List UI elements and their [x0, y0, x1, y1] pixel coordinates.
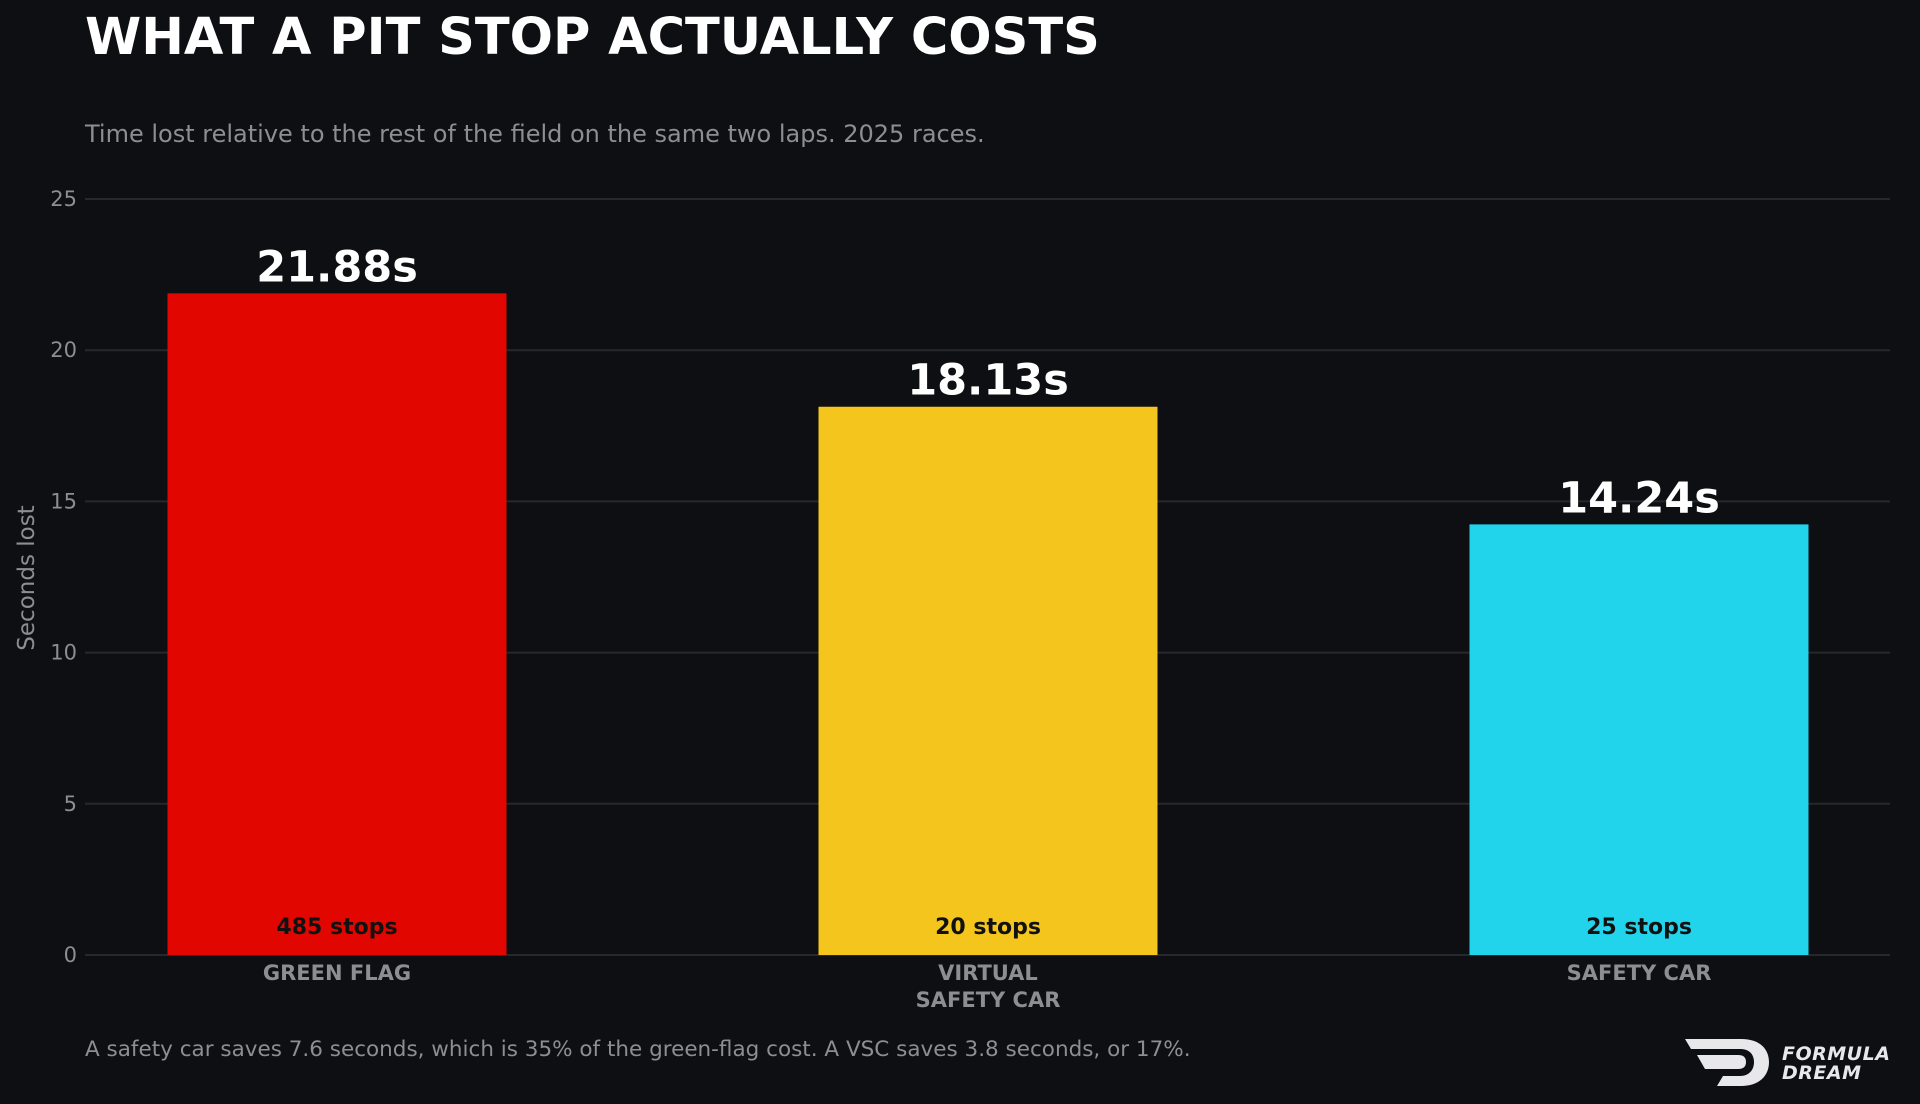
y-tick-label: 10 — [50, 641, 77, 665]
x-axis-ticks: GREEN FLAG VIRTUAL SAFETY CAR SAFETY CAR — [263, 961, 1711, 1012]
logo-line-1: FORMULA — [1782, 1043, 1891, 1065]
bar — [167, 293, 507, 956]
bar-count-label: 20 stops — [935, 915, 1041, 940]
bar-value-label: 14.24s — [1558, 473, 1720, 523]
chart-subtitle: Time lost relative to the rest of the fi… — [85, 120, 985, 148]
x-tick-label: SAFETY CAR — [1567, 961, 1712, 985]
y-tick-label: 5 — [64, 792, 77, 816]
bars: 21.88s 485 stops 18.13s 20 stops 14.24s 25 st… — [167, 242, 1809, 956]
footnote: A safety car saves 7.6 seconds, which is… — [85, 1037, 1191, 1062]
bar-count-label: 25 stops — [1586, 915, 1692, 940]
bar-count-label: 485 stops — [276, 915, 397, 940]
x-tick-label: SAFETY CAR — [916, 988, 1061, 1012]
x-tick-label: VIRTUAL — [938, 961, 1038, 985]
y-tick-label: 20 — [50, 338, 77, 362]
y-tick-label: 0 — [64, 943, 77, 967]
bar — [818, 406, 1158, 956]
logo-wordmark: FORMULA DREAM — [1782, 1045, 1890, 1083]
bar-value-label: 21.88s — [256, 242, 418, 292]
y-axis-ticks: 0 5 10 15 20 25 — [50, 187, 77, 967]
formula-dream-logo-icon — [1685, 1039, 1769, 1086]
bar — [1469, 524, 1809, 955]
x-tick-label: GREEN FLAG — [263, 961, 411, 985]
logo-line-2: DREAM — [1782, 1062, 1862, 1084]
chart-title: WHAT A PIT STOP ACTUALLY COSTS — [85, 8, 1100, 67]
y-tick-label: 25 — [50, 187, 77, 211]
bar-value-label: 18.13s — [907, 356, 1069, 406]
y-axis-label: Seconds lost — [14, 505, 40, 650]
brand-logo: FORMULA DREAM — [1683, 1036, 1913, 1092]
y-tick-label: 15 — [50, 489, 77, 513]
